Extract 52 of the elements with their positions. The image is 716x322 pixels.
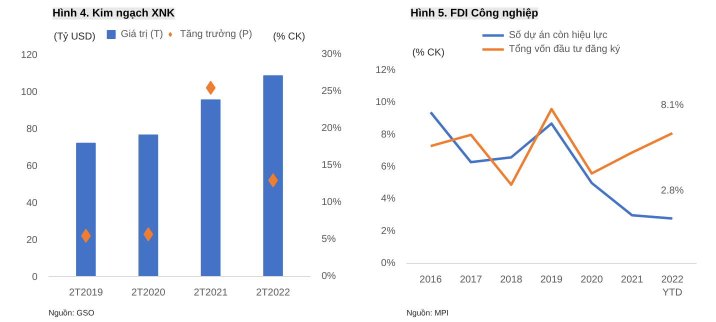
legend-label: Tăng trưởng (P) xyxy=(180,28,252,40)
y2-tick-label: 20% xyxy=(322,123,342,134)
x-tick-label: 2T2022 xyxy=(256,288,290,298)
y-tick-label: 10% xyxy=(375,97,396,108)
chart-title: Hình 4. Kim ngạch XNK xyxy=(52,8,175,20)
y-axis-title: (Tỷ USD) xyxy=(54,32,96,42)
y-axis-title: (% CK) xyxy=(412,48,445,58)
text: Nguồn: GSO xyxy=(48,308,94,318)
y-tick-label: 100 xyxy=(20,87,38,98)
x-tick-label: 2022 YTD xyxy=(661,274,684,299)
bar xyxy=(138,134,158,276)
y-tick-label: 0% xyxy=(381,258,396,269)
point xyxy=(206,80,216,95)
y-tick-label: 20 xyxy=(26,235,38,246)
bar xyxy=(76,142,96,276)
legend-label: Số dự án còn hiệu lực xyxy=(508,29,608,41)
x-tick-label: 2021 xyxy=(620,274,644,286)
x-tick-label: 2T2020 xyxy=(131,288,166,298)
y-tick-label: 0 xyxy=(32,272,38,283)
y-tick-label: 80 xyxy=(26,124,38,135)
y2-tick-label: 5% xyxy=(322,234,336,245)
data-label: 2.8% xyxy=(660,185,684,196)
y-tick-label: 60 xyxy=(26,161,38,172)
y-tick-label: 8% xyxy=(381,129,396,140)
bar xyxy=(263,75,283,276)
y2-tick-label: 30% xyxy=(322,49,342,60)
x-tick-label: 2016 xyxy=(420,274,442,286)
x-tick-label: 2T2021 xyxy=(194,288,228,298)
x-tick-label: 2020 xyxy=(580,274,604,286)
x-tick-label: 2T2019 xyxy=(68,288,104,298)
legend-label: Tổng vốn đầu tư đăng ký xyxy=(508,43,620,55)
legend-label: Giá trị (T) xyxy=(120,28,164,40)
y2-tick-label: 0% xyxy=(322,271,336,282)
x-tick-label: 2019 xyxy=(540,274,564,286)
text: Nguồn: MPI xyxy=(406,308,449,318)
data-label: 8.1% xyxy=(660,100,684,112)
point xyxy=(143,227,154,242)
y-tick-label: 4% xyxy=(381,194,396,205)
chart-title: Hình 5. FDI Công nghiệp xyxy=(410,8,538,20)
y2-tick-label: 10% xyxy=(322,197,342,208)
x-tick-label: 2017 xyxy=(460,274,483,286)
y-tick-label: 40 xyxy=(26,198,38,209)
y2-tick-label: 15% xyxy=(322,160,342,171)
y-tick-label: 120 xyxy=(20,50,38,61)
bar xyxy=(200,99,221,276)
line-series xyxy=(429,108,674,186)
x-tick-label: 2018 xyxy=(500,274,523,286)
y2-tick-label: 25% xyxy=(322,86,342,97)
y2-axis-title: (% CK) xyxy=(273,32,306,42)
y-tick-label: 6% xyxy=(381,162,396,172)
y-tick-label: 12% xyxy=(375,65,396,76)
y-tick-label: 2% xyxy=(381,226,396,237)
